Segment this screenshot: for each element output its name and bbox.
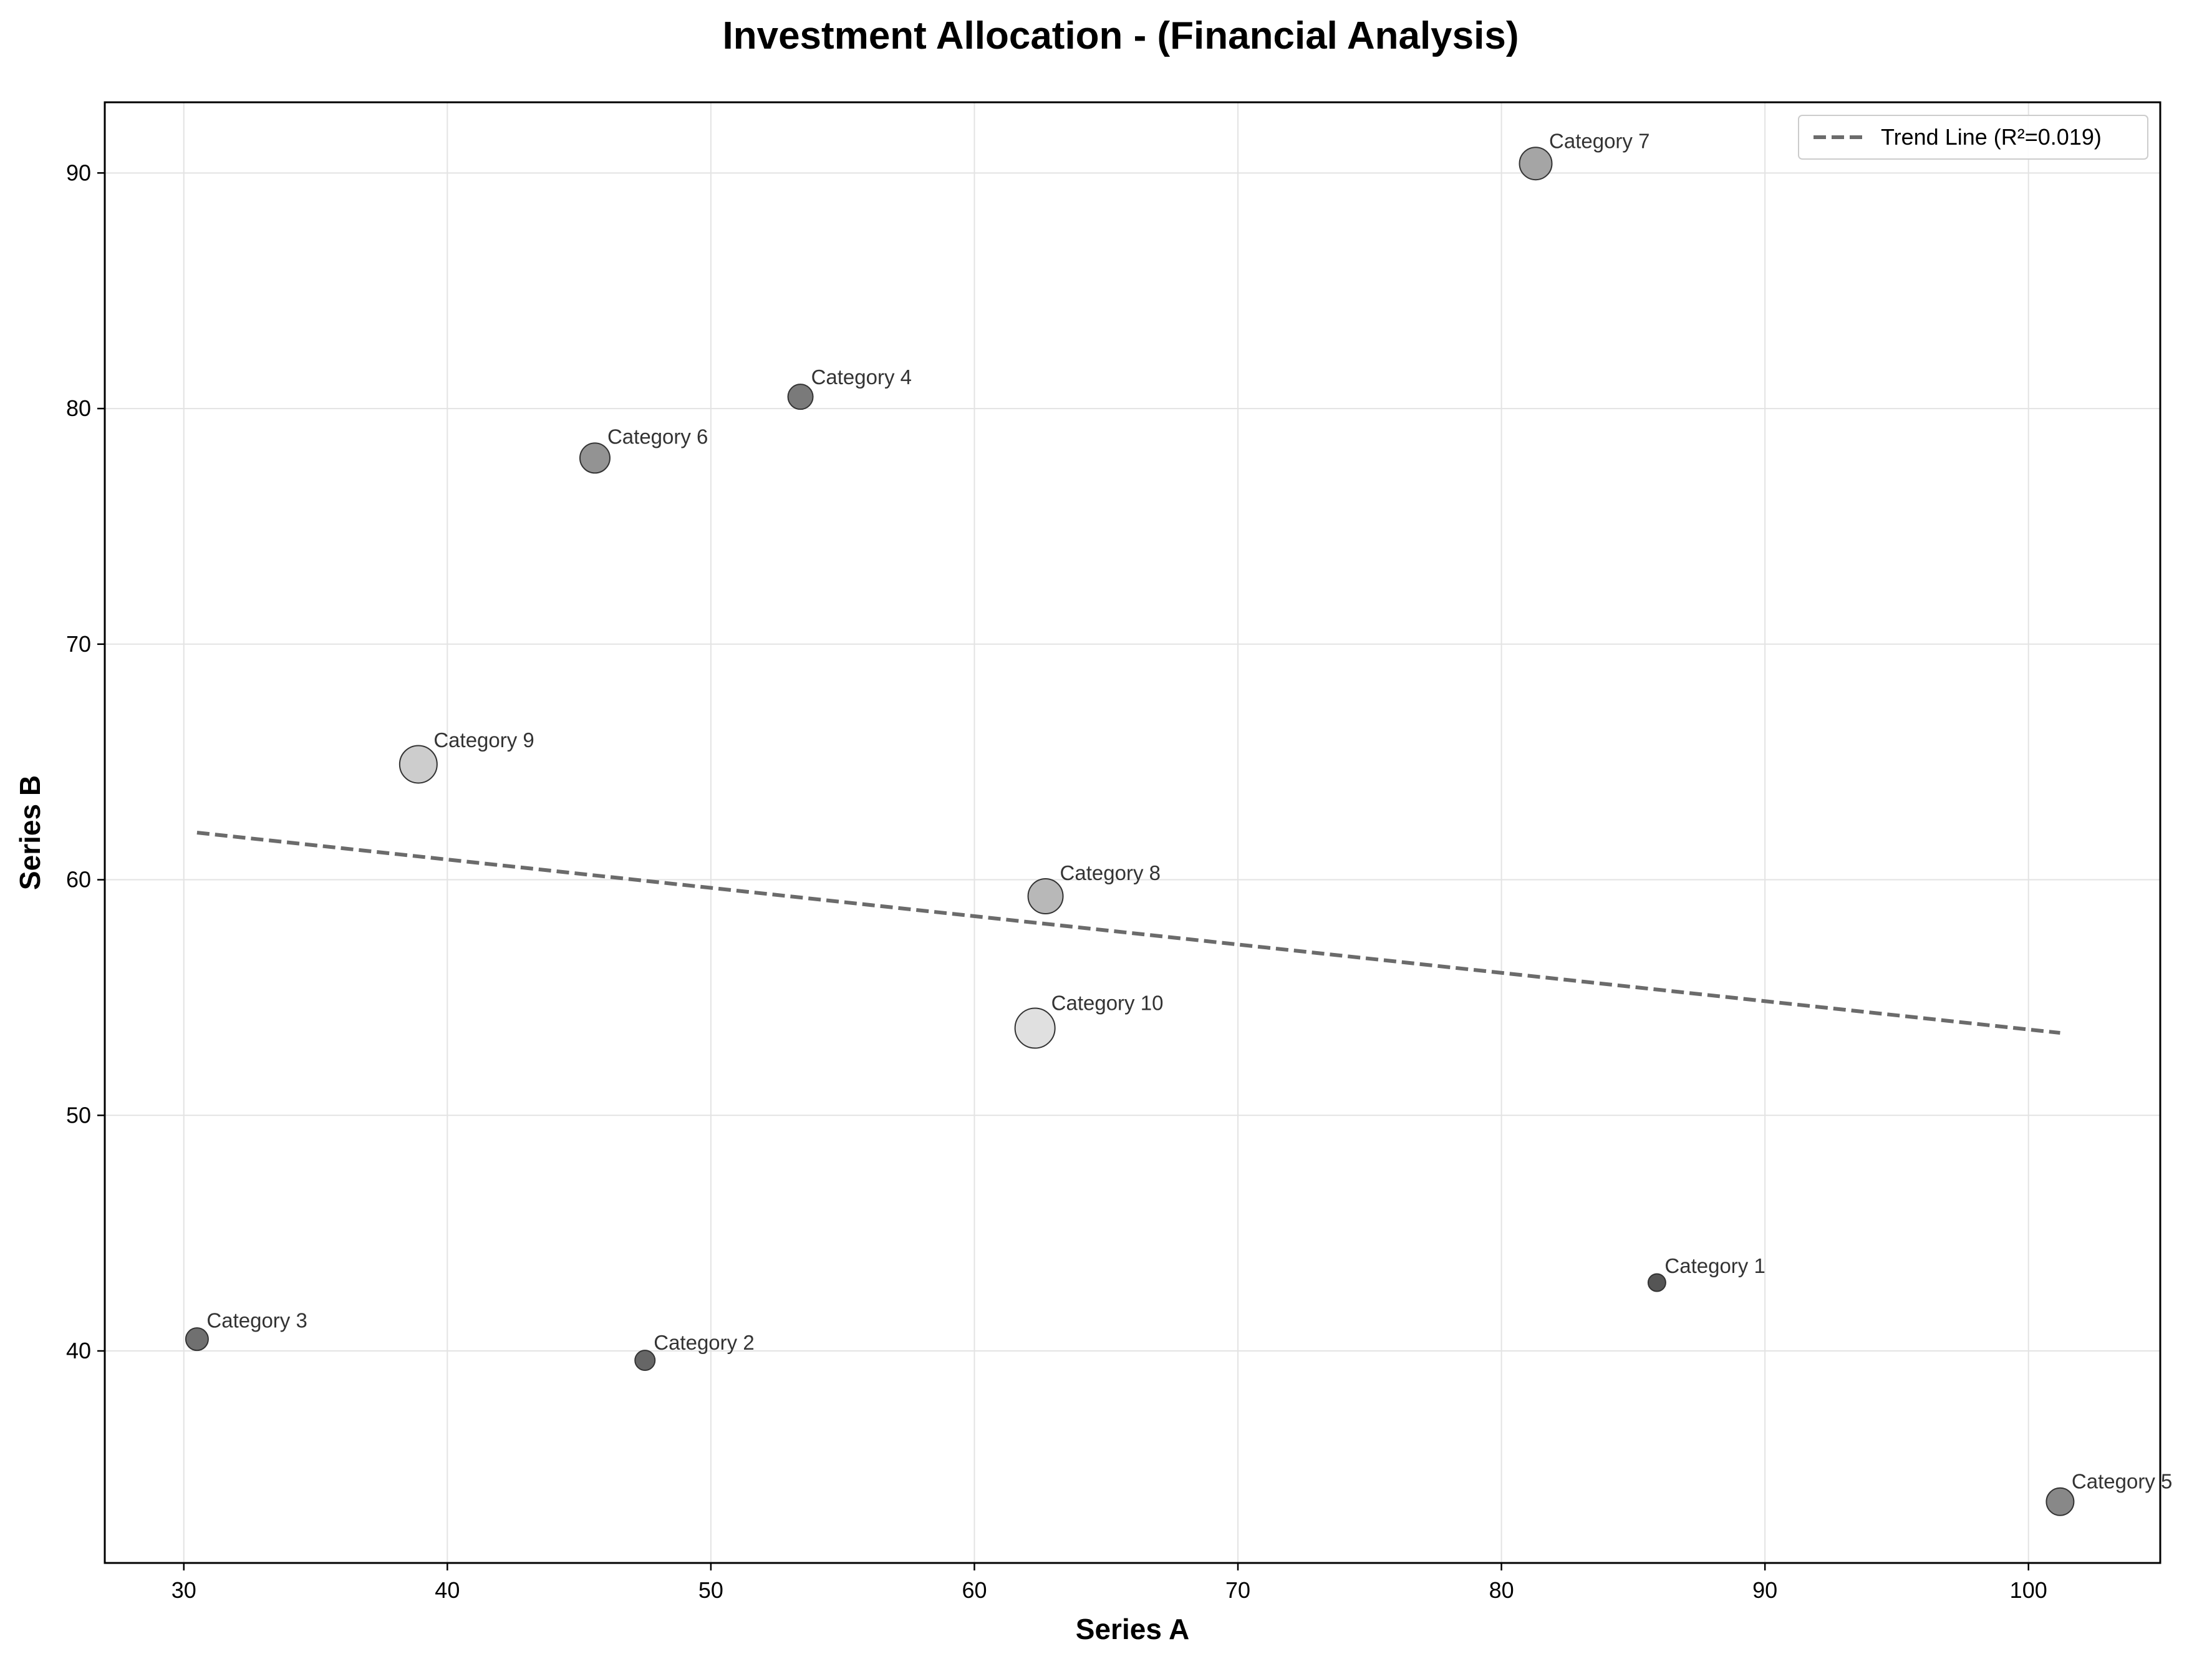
x-tick-label: 30 (171, 1577, 196, 1603)
legend: Trend Line (R²=0.019) (1798, 115, 2148, 160)
data-point (398, 745, 438, 784)
x-axis-ticks: 30 40 50 60 70 80 90 100 (171, 1563, 2047, 1603)
point-label: Category 4 (811, 365, 912, 389)
y-tick-label: 90 (66, 160, 91, 185)
x-tick-label: 80 (1489, 1577, 1514, 1603)
point-label: Category 8 (1060, 861, 1161, 884)
data-point (1519, 147, 1553, 181)
x-tick-label: 50 (698, 1577, 723, 1603)
y-tick-label: 40 (66, 1338, 91, 1363)
data-point (634, 1350, 656, 1371)
trend-line (196, 831, 2060, 1035)
legend-box (1798, 115, 2148, 160)
x-tick-label: 70 (1225, 1577, 1250, 1603)
data-points (185, 147, 2075, 1516)
point-label: Category 10 (1051, 992, 1164, 1015)
x-tick-label: 100 (2010, 1577, 2047, 1603)
trend-line-layer (196, 831, 2060, 1035)
data-point (787, 384, 814, 410)
plot-area-frame (104, 101, 2161, 1564)
point-label: Category 5 (2072, 1469, 2172, 1492)
data-point (1647, 1273, 1666, 1292)
data-point (1027, 878, 1064, 914)
x-tick-label: 90 (1752, 1577, 1777, 1603)
x-axis-label: Series A (1076, 1613, 1189, 1645)
x-tick-label: 40 (435, 1577, 460, 1603)
point-label: Category 9 (433, 728, 534, 752)
point-labels: Category 1 Category 2 Category 3 Category 4… (206, 130, 2172, 1493)
point-label: Category 7 (1549, 130, 1649, 153)
y-tick-label: 80 (66, 395, 91, 421)
y-tick-label: 60 (66, 867, 91, 892)
y-axis-ticks: 40 50 60 70 80 90 (66, 160, 105, 1363)
y-tick-label: 50 (66, 1102, 91, 1128)
point-label: Category 1 (1664, 1254, 1765, 1277)
y-axis-label: Series B (14, 775, 46, 890)
data-point (1014, 1007, 1056, 1049)
y-tick-label: 70 (66, 631, 91, 657)
point-label: Category 2 (654, 1331, 754, 1354)
data-point (579, 442, 611, 474)
data-point (2045, 1487, 2075, 1516)
data-point (185, 1327, 209, 1352)
point-label: Category 3 (206, 1309, 307, 1332)
point-label: Category 6 (607, 425, 708, 448)
legend-label: Trend Line (R²=0.019) (1881, 124, 2102, 150)
chart-title: Investment Allocation - (Financial Analy… (723, 14, 1519, 57)
x-tick-label: 60 (962, 1577, 987, 1603)
grid-lines (105, 102, 2160, 1563)
